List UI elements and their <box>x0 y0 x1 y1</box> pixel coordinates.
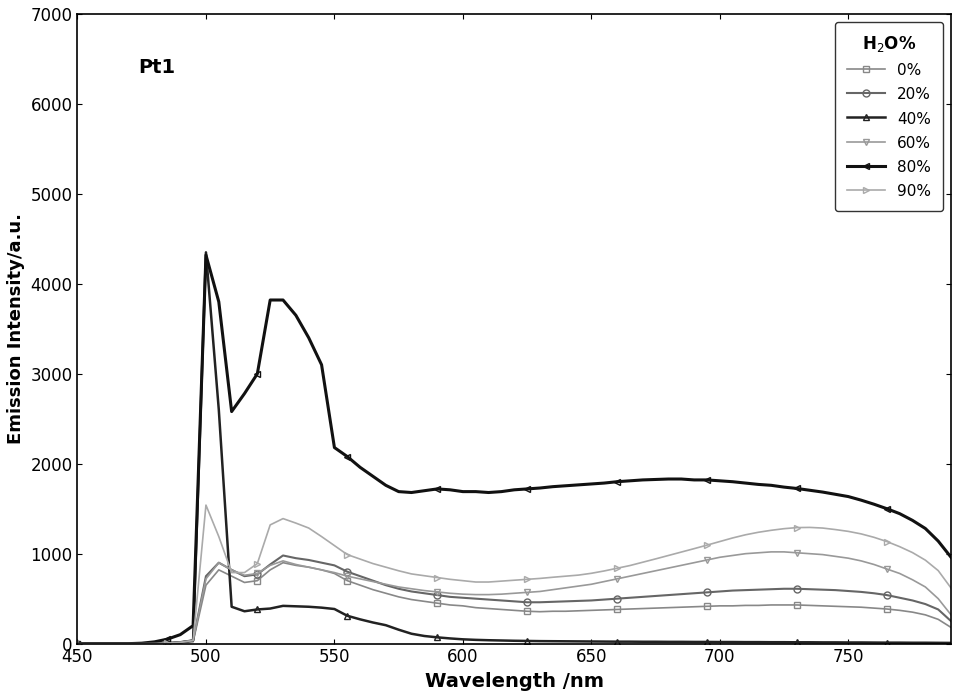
90% <box>367 559 378 567</box>
80% <box>252 369 263 378</box>
20% <box>136 639 148 648</box>
90% <box>72 639 83 648</box>
80% <box>585 480 597 488</box>
80% <box>380 481 392 489</box>
80% <box>136 639 148 647</box>
40% <box>367 618 378 627</box>
20% <box>946 617 957 625</box>
20% <box>367 577 378 585</box>
90% <box>380 563 392 572</box>
0% <box>72 639 83 648</box>
40% <box>252 605 263 614</box>
80% <box>72 639 83 648</box>
80% <box>932 537 944 545</box>
0% <box>946 623 957 632</box>
Line: 40%: 40% <box>74 249 954 647</box>
0% <box>932 615 944 623</box>
90% <box>136 639 148 648</box>
40% <box>380 621 392 630</box>
40% <box>72 639 83 648</box>
60% <box>932 595 944 603</box>
60% <box>765 548 777 556</box>
40% <box>932 639 944 647</box>
80% <box>946 553 957 561</box>
0% <box>239 578 250 586</box>
90% <box>932 566 944 574</box>
60% <box>946 611 957 619</box>
Line: 60%: 60% <box>74 549 954 647</box>
80% <box>367 472 378 480</box>
20% <box>585 596 597 604</box>
Text: Pt1: Pt1 <box>139 58 175 77</box>
90% <box>200 501 212 510</box>
20% <box>72 639 83 648</box>
60% <box>239 571 250 579</box>
20% <box>380 581 392 589</box>
Legend: 0%, 20%, 40%, 60%, 80%, 90%: 0%, 20%, 40%, 60%, 80%, 90% <box>834 22 944 211</box>
Line: 90%: 90% <box>74 502 954 647</box>
40% <box>136 639 148 648</box>
0% <box>367 586 378 594</box>
90% <box>252 559 263 567</box>
60% <box>136 639 148 648</box>
40% <box>200 248 212 257</box>
X-axis label: Wavelength /nm: Wavelength /nm <box>424 672 604 691</box>
20% <box>277 551 288 560</box>
20% <box>932 605 944 614</box>
0% <box>277 558 288 567</box>
60% <box>354 574 366 583</box>
Y-axis label: Emission Intensity/a.u.: Emission Intensity/a.u. <box>7 214 25 445</box>
Line: 80%: 80% <box>74 251 954 647</box>
90% <box>946 584 957 592</box>
Line: 0%: 0% <box>74 559 954 647</box>
60% <box>573 582 584 591</box>
40% <box>585 637 597 646</box>
20% <box>239 572 250 580</box>
80% <box>200 251 212 259</box>
60% <box>367 577 378 586</box>
0% <box>136 639 148 648</box>
0% <box>380 589 392 597</box>
0% <box>585 606 597 614</box>
Line: 20%: 20% <box>74 552 954 647</box>
90% <box>585 569 597 577</box>
40% <box>946 639 957 647</box>
60% <box>72 639 83 648</box>
